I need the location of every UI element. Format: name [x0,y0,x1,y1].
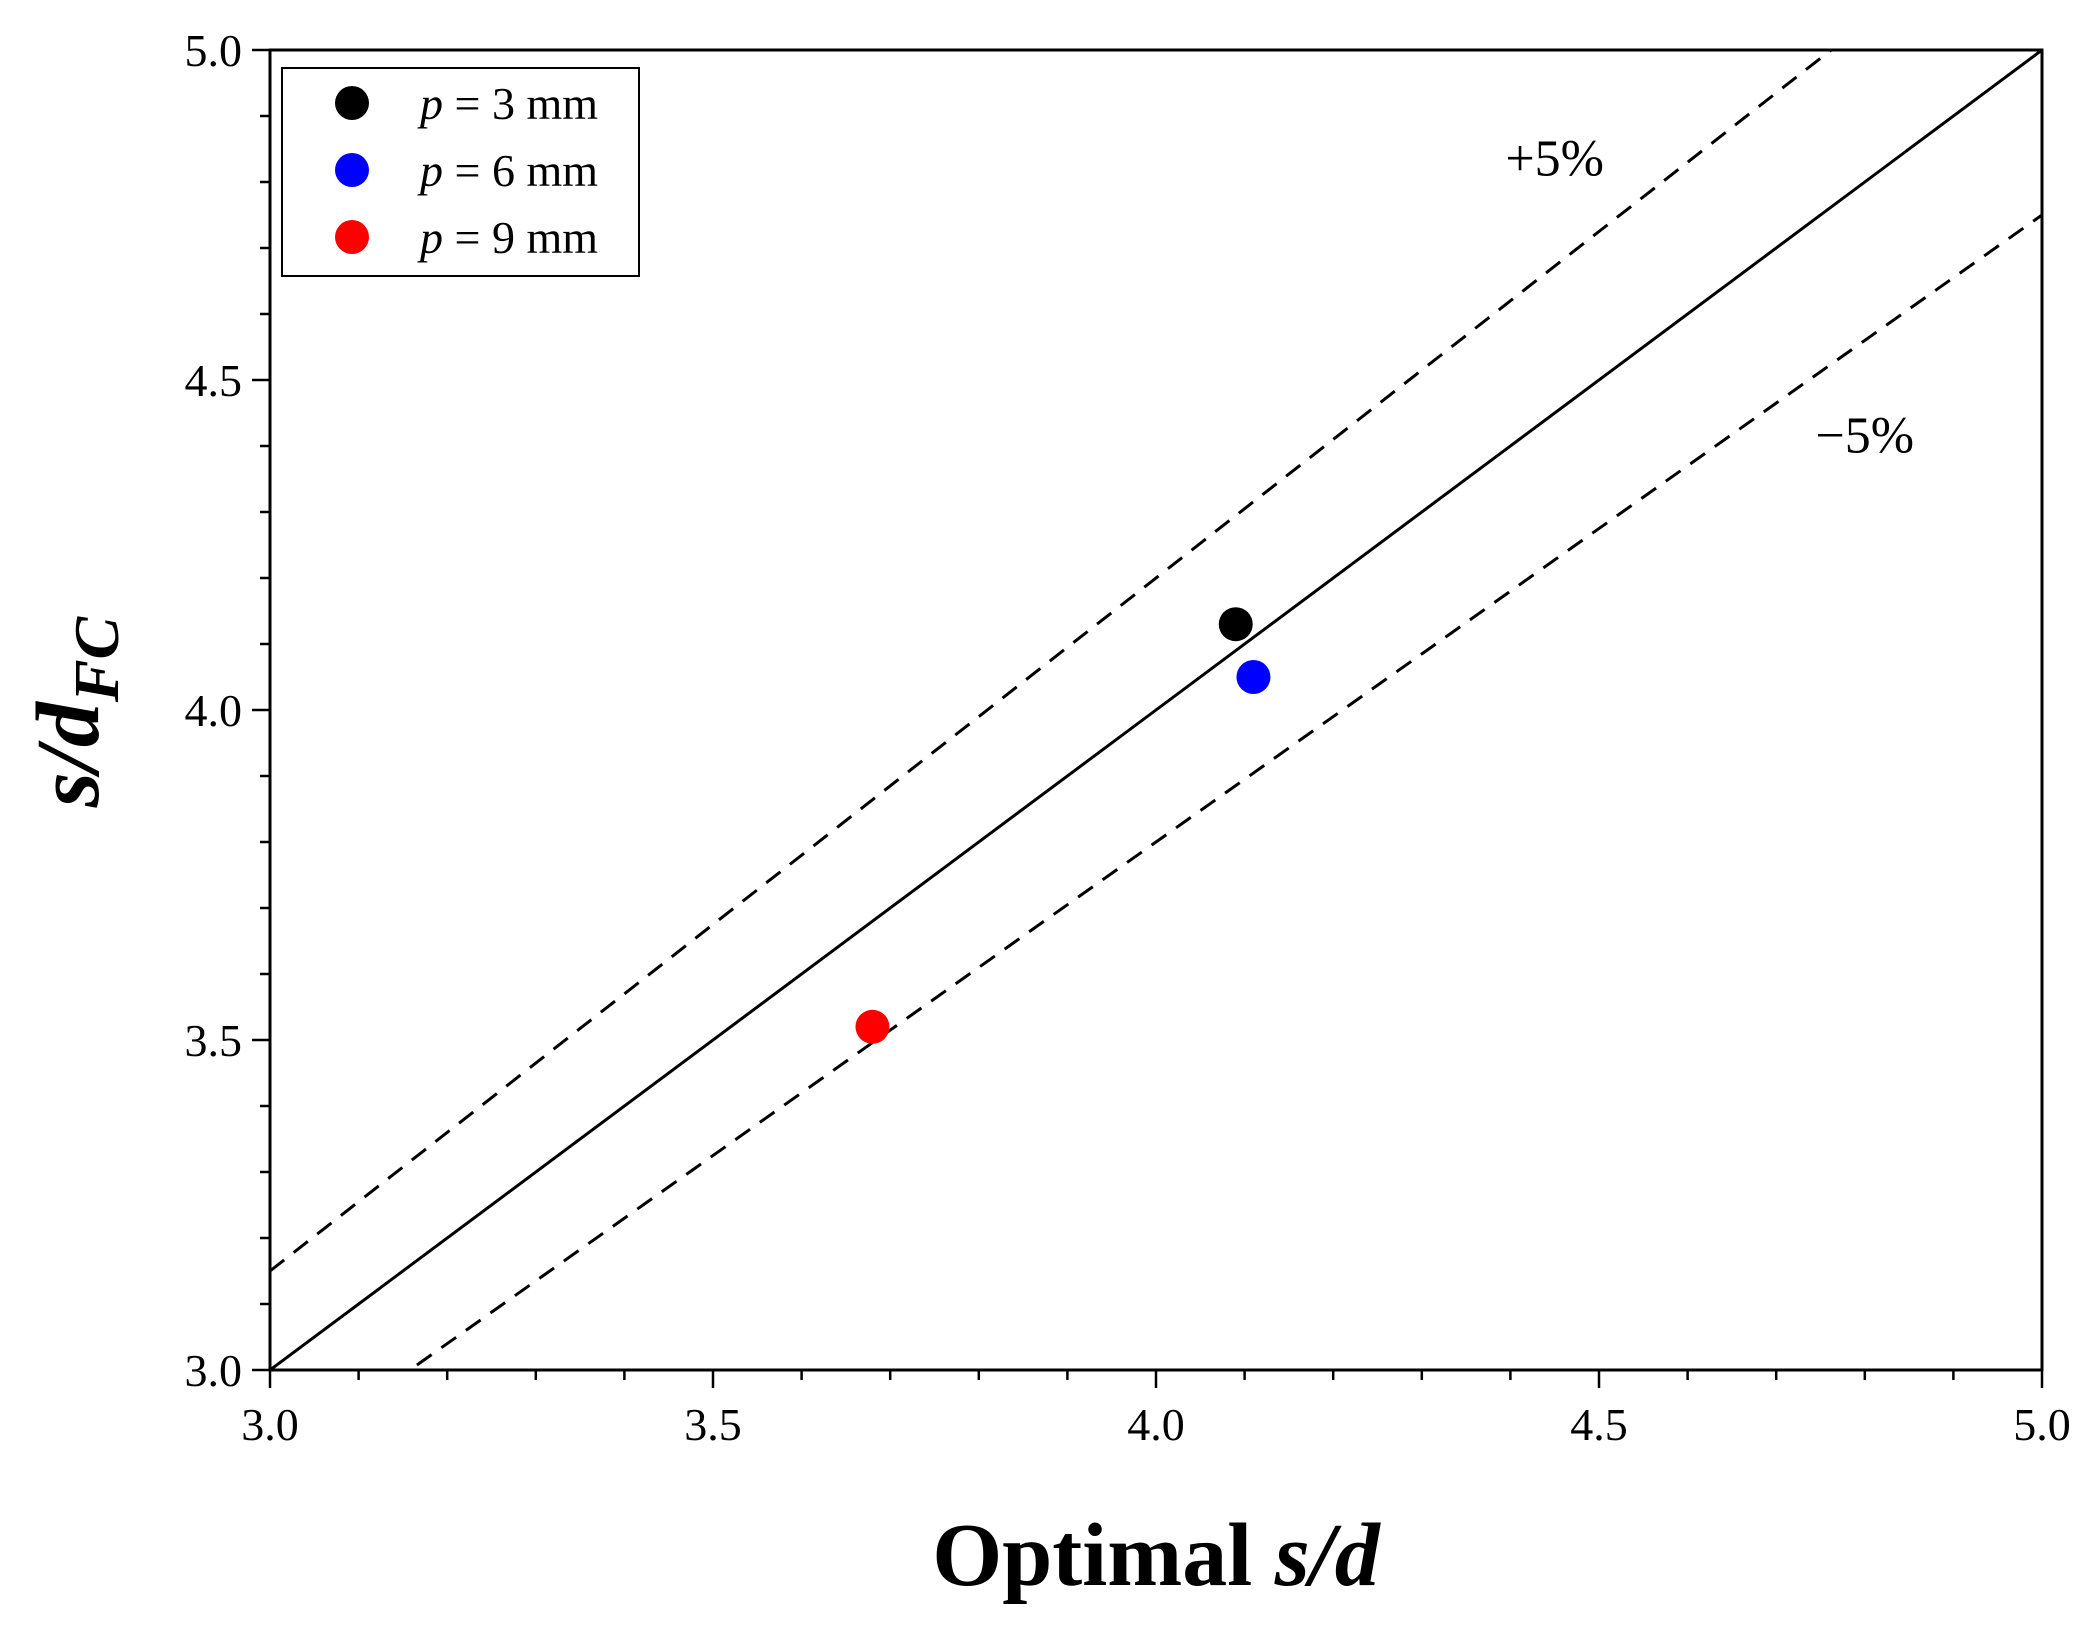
x-tick-label: 3.0 [241,1399,299,1450]
line-minus-5-percent [407,213,2042,1370]
x-tick-label: 4.5 [1570,1399,1628,1450]
minor-ticks [260,114,1955,1380]
y-tick-label: 5.0 [185,25,243,76]
y-tick-label: 4.5 [185,355,243,406]
y-axis-title-sub: FC [61,615,132,703]
annotation-plus-5-percent: +5% [1505,130,1604,187]
data-point [855,1009,890,1044]
data-points [855,607,1271,1044]
legend: p = 3 mm p = 6 mm p = 9 mm [281,67,640,277]
y-tick-label: 4.0 [185,685,243,736]
y-axis-title: s/dFC [19,615,132,808]
major-ticks [252,48,2044,1388]
legend-label: p = 9 mm [417,212,598,263]
legend-label: p = 3 mm [417,78,598,129]
x-tick-label: 4.0 [1127,1399,1185,1450]
legend-label: p = 6 mm [417,145,598,196]
x-axis-title-prefix: Optimal [932,1506,1275,1605]
x-axis-title-var: s/d [1274,1506,1382,1605]
x-tick-label: 3.5 [684,1399,742,1450]
legend-items: p = 3 mm p = 6 mm p = 9 mm [335,78,598,263]
annotations: +5% −5% [1505,130,1914,464]
y-axis-title-main: s/d [19,700,118,808]
x-axis-title: Optimal s/d [932,1506,1382,1605]
plot-frame [268,48,2044,1372]
data-point [1218,607,1253,642]
x-tick-label: 5.0 [2013,1399,2071,1450]
data-point [1236,660,1271,694]
reference-lines [270,50,2042,1370]
y-tick-label: 3.5 [185,1015,243,1066]
y-tick-label: 3.0 [185,1345,243,1396]
y-tick-labels: 3.0 3.5 4.0 4.5 5.0 [185,25,243,1396]
x-tick-labels: 3.0 3.5 4.0 4.5 5.0 [241,1399,2071,1450]
legend-marker [335,153,369,187]
line-identity [270,50,2042,1370]
line-plus-5-percent [270,50,1834,1273]
annotation-minus-5-percent: −5% [1815,408,1914,465]
legend-marker [335,86,369,120]
legend-marker [335,220,369,254]
